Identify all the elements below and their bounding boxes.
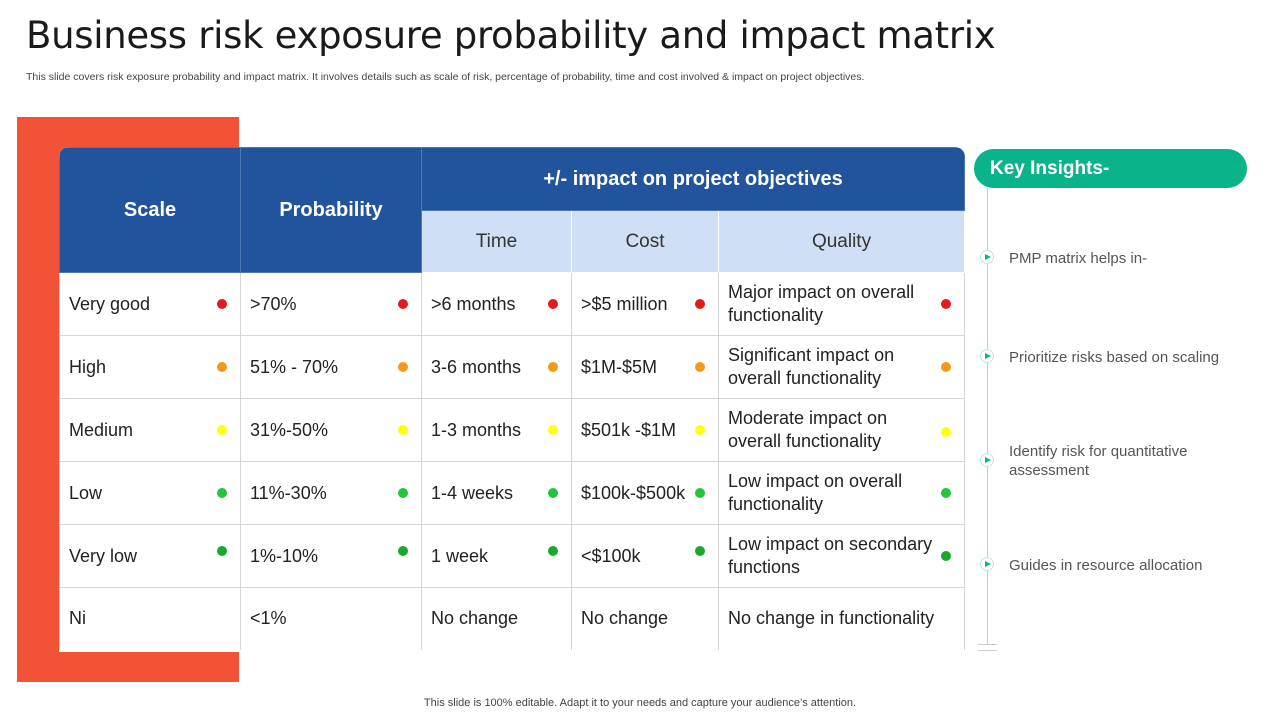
scale-value: Medium [69, 419, 134, 440]
table-row: Very low 1%-10% 1 week <$100k Low impact… [59, 524, 966, 588]
risk-indicator-dot [398, 299, 408, 309]
header-cost: Cost [571, 210, 719, 273]
cost-value: >$5 million [581, 293, 668, 314]
quality-value: No change in functionality [728, 608, 935, 629]
header-quality: Quality [717, 210, 966, 273]
probability-value: 11%-30% [250, 482, 327, 503]
header-time: Time [421, 210, 572, 273]
cost-value: <$100k [581, 545, 641, 566]
slide-footer: This slide is 100% editable. Adapt it to… [423, 697, 857, 709]
time-value: >6 months [431, 293, 516, 314]
risk-indicator-dot [217, 362, 227, 372]
risk-indicator-dot [548, 488, 558, 498]
scale-value: High [69, 356, 107, 377]
arrow-bullet-icon [980, 250, 994, 264]
risk-matrix-table: Scale Probability +/- impact on project … [59, 147, 966, 652]
header-impact: +/- impact on project objectives [420, 147, 966, 211]
risk-indicator-dot [217, 488, 227, 498]
risk-indicator-dot [695, 546, 705, 556]
header-scale: Scale [59, 147, 241, 273]
risk-indicator-dot [217, 546, 227, 556]
cost-value: $501k -$1M [581, 419, 677, 440]
risk-indicator-dot [941, 362, 952, 372]
insight-text: Prioritize risks based on scaling [1009, 349, 1220, 366]
probability-value: <1% [250, 608, 287, 629]
risk-indicator-dot [398, 425, 408, 435]
risk-indicator-dot [548, 546, 558, 556]
arrow-bullet-icon [980, 557, 994, 571]
table-subheader-row: Time Cost Quality [60, 210, 966, 273]
scale-value: Very low [69, 545, 138, 566]
quality-value: Major impact on overall functionality [728, 282, 915, 325]
quality-value: Low impact on secondary functions [728, 534, 933, 577]
table-row: High 51% - 70% 3-6 months $1M-$5M Signif… [59, 335, 966, 399]
risk-indicator-dot [398, 546, 408, 556]
slide-title: Business risk exposure probability and i… [26, 14, 996, 57]
scale-value: Ni [69, 608, 86, 629]
insight-text: PMP matrix helps in- [1009, 250, 1148, 267]
key-insights-heading: Key Insights- [974, 149, 1247, 188]
risk-indicator-dot [548, 362, 558, 372]
quality-value: Moderate impact on overall functionality [728, 408, 888, 451]
table-row: Medium 31%-50% 1-3 months $501k -$1M Mod… [59, 398, 966, 462]
risk-indicator-dot [695, 299, 705, 309]
timeline-end-cap [978, 650, 997, 651]
table-row: Low 11%-30% 1-4 weeks $100k-$500k Low im… [59, 461, 966, 525]
arrow-bullet-icon [980, 453, 994, 467]
probability-value: 31%-50% [250, 419, 329, 440]
header-probability: Probability [240, 147, 422, 273]
probability-value: 1%-10% [250, 545, 319, 566]
time-value: 1-3 months [431, 419, 522, 440]
cost-value: $1M-$5M [581, 356, 658, 377]
insights-timeline-line [987, 188, 988, 645]
risk-indicator-dot [695, 425, 705, 435]
scale-value: Low [69, 482, 103, 503]
risk-indicator-dot [695, 488, 705, 498]
risk-indicator-dot [941, 551, 952, 561]
risk-indicator-dot [548, 425, 558, 435]
time-value: 3-6 months [431, 356, 522, 377]
probability-value: >70% [250, 293, 297, 314]
risk-indicator-dot [695, 362, 705, 372]
risk-indicator-dot [941, 299, 952, 309]
time-value: 1-4 weeks [431, 482, 514, 503]
time-value: 1 week [431, 545, 489, 566]
probability-value: 51% - 70% [250, 356, 339, 377]
risk-indicator-dot [941, 427, 952, 437]
slide-subtitle: This slide covers risk exposure probabil… [26, 71, 865, 83]
risk-indicator-dot [398, 362, 408, 372]
arrow-bullet-icon [980, 349, 994, 363]
quality-value: Low impact on overall functionality [728, 471, 903, 514]
table-header-row: Scale Probability +/- impact on project … [59, 147, 966, 273]
risk-indicator-dot [398, 488, 408, 498]
scale-value: Very good [69, 293, 151, 314]
risk-indicator-dot [217, 425, 227, 435]
insight-text: Guides in resource allocation [1009, 557, 1203, 574]
risk-indicator-dot [217, 299, 227, 309]
cost-value: $100k-$500k [581, 482, 686, 503]
time-value: No change [431, 608, 519, 629]
risk-indicator-dot [548, 299, 558, 309]
quality-value: Significant impact on overall functional… [728, 345, 895, 388]
table-row: Ni <1% No change No change No change in … [59, 587, 966, 650]
risk-indicator-dot [941, 488, 952, 498]
timeline-end-cap [978, 644, 997, 645]
table-row: Very good >70% >6 months >$5 million Maj… [59, 272, 966, 336]
cost-value: No change [581, 608, 669, 629]
insight-text: Identify risk for quantitative assessmen… [1009, 443, 1188, 479]
